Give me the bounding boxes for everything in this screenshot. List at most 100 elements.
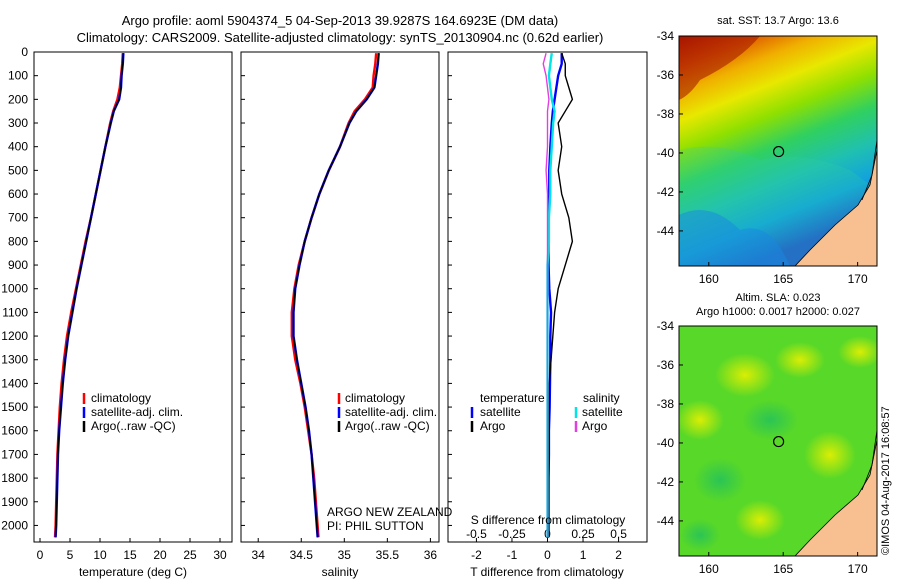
temperature-legend: climatology satellite-adj. clim. Argo(..… [82, 391, 183, 433]
x-tick-label: 10 [93, 548, 107, 562]
legend-label-t-satellite: satellite [480, 405, 521, 419]
x-tick-label: 0 [37, 548, 44, 562]
legend-label-s-argo: Argo [582, 419, 608, 433]
land-new-zealand [794, 439, 877, 556]
temperature-axes: 0 5 10 15 20 25 300100200300400500600700800900… [1, 45, 227, 562]
sla-map-title-line1: Altim. SLA: 0.023 [736, 292, 821, 304]
pi-label: PI: PHIL SUTTON [327, 519, 424, 533]
y-tick-label: 1500 [1, 400, 28, 414]
x-tick-label: 15 [123, 548, 137, 562]
x-tick-label: 34.5 [290, 548, 314, 562]
series-line-temperature-argo [547, 52, 574, 538]
sla-map-title-line2: Argo h1000: 0.0017 h2000: 0.027 [696, 306, 860, 318]
series-line-temperature-satellite [547, 53, 563, 538]
series-line-climatology [290, 53, 378, 538]
land-new-zealand [794, 149, 877, 266]
sst-map-frame [678, 35, 878, 267]
map-x-tick-label: 160 [699, 272, 719, 286]
x-tick-label: -2 [471, 548, 482, 562]
x-tick-label: 35.5 [376, 548, 400, 562]
map-y-tick-label: -44 [657, 224, 675, 238]
map-x-tick-label: 160 [699, 562, 719, 576]
x-tick-label: 34 [252, 548, 266, 562]
argo-position-marker [772, 435, 785, 448]
x-tick-label: 30 [213, 548, 227, 562]
legend-label-satellite: satellite-adj. clim. [345, 405, 437, 419]
x-tick-label: -1 [507, 548, 518, 562]
difference-axes: -2 -1 0 1 2-0.5 -0.25 0 0.25 0.5 [448, 51, 627, 562]
sla-map-frame [678, 325, 878, 557]
map-x-tick-label: 165 [773, 562, 793, 576]
map-y-tick-label: -40 [657, 146, 675, 160]
chart-title-line1: Argo profile: aoml 5904374_5 04-Sep-2013… [121, 13, 559, 28]
y-tick-label: 700 [8, 211, 28, 225]
top-x-tick-label: -0.5 [466, 527, 487, 541]
sla-map-image [679, 326, 877, 556]
map-y-tick-label: -38 [657, 107, 675, 121]
y-tick-label: 500 [8, 163, 28, 177]
difference-legend: temperature satellite Argo salinity sate… [470, 391, 623, 433]
legend-label-satellite: satellite-adj. clim. [91, 405, 183, 419]
top-x-tick-label: 0.5 [610, 527, 627, 541]
map-y-tick-label: -42 [657, 475, 675, 489]
temperature-panel-frame [33, 51, 233, 543]
legend-label-climatology: climatology [91, 391, 151, 405]
map-x-tick-label: 170 [848, 562, 868, 576]
y-tick-label: 800 [8, 234, 28, 248]
map-y-tick-label: -36 [657, 68, 675, 82]
y-tick-label: 600 [8, 187, 28, 201]
x-tick-label: 2 [615, 548, 622, 562]
x-tick-label: 25 [183, 548, 197, 562]
x-tick-label: 35 [338, 548, 352, 562]
y-tick-label: 900 [8, 258, 28, 272]
sst-map-title: sat. SST: 13.7 Argo: 13.6 [717, 15, 839, 27]
series-line-satellite-adj-clim [292, 53, 380, 538]
sst-map-axes: 160 165 170 -34 -36 -38 -40 -42 -44 [657, 29, 868, 286]
y-tick-label: 1800 [1, 471, 28, 485]
legend-label-t-argo: Argo [480, 419, 506, 433]
y-tick-label: 1300 [1, 353, 28, 367]
y-tick-label: 0 [21, 45, 28, 59]
difference-xlabel: T difference from climatology [470, 565, 624, 579]
map-y-tick-label: -38 [657, 397, 675, 411]
salinity-axes: 34 34.5 35 35.5 36 [241, 51, 438, 562]
top-x-tick-label: -0.25 [498, 527, 526, 541]
sst-map-image [679, 36, 877, 266]
map-x-tick-label: 165 [773, 272, 793, 286]
series-line-argo-raw-qc [54, 53, 125, 538]
y-tick-label: 1600 [1, 424, 28, 438]
y-tick-label: 1200 [1, 329, 28, 343]
difference-top-label: S difference from climatology [471, 513, 626, 527]
legend-heading-temperature: temperature [480, 391, 545, 405]
y-tick-label: 1700 [1, 447, 28, 461]
x-tick-label: 1 [580, 548, 587, 562]
map-x-tick-label: 170 [848, 272, 868, 286]
map-y-tick-label: -44 [657, 514, 675, 528]
y-tick-label: 1400 [1, 376, 28, 390]
legend-heading-salinity: salinity [583, 391, 620, 405]
y-tick-label: 200 [8, 92, 28, 106]
x-tick-label: 0 [544, 548, 551, 562]
legend-label-s-satellite: satellite [582, 405, 623, 419]
y-tick-label: 2000 [1, 518, 28, 532]
salinity-xlabel: salinity [322, 565, 359, 579]
y-tick-label: 300 [8, 116, 28, 130]
y-tick-label: 400 [8, 140, 28, 154]
x-tick-label: 36 [424, 548, 438, 562]
legend-label-climatology: climatology [345, 391, 405, 405]
salinity-panel-frame [240, 51, 440, 543]
chart-title-line2: Climatology: CARS2009. Satellite-adjuste… [76, 30, 604, 45]
map-y-tick-label: -34 [657, 319, 675, 333]
float-program-label: ARGO NEW ZEALAND [327, 505, 453, 519]
series-line-climatology [53, 53, 124, 538]
map-y-tick-label: -34 [657, 29, 675, 43]
sla-map-axes: 160 165 170 -34 -36 -38 -40 -42 -44 [657, 319, 868, 576]
legend-label-argo: Argo(..raw -QC) [345, 419, 430, 433]
temperature-xlabel: temperature (deg C) [79, 565, 187, 579]
salinity-legend: climatology satellite-adj. clim. Argo(..… [337, 391, 437, 433]
x-tick-label: 20 [153, 548, 167, 562]
series-line-salinity-argo [542, 53, 550, 538]
legend-label-argo: Argo(..raw -QC) [91, 419, 176, 433]
y-tick-label: 1900 [1, 495, 28, 509]
